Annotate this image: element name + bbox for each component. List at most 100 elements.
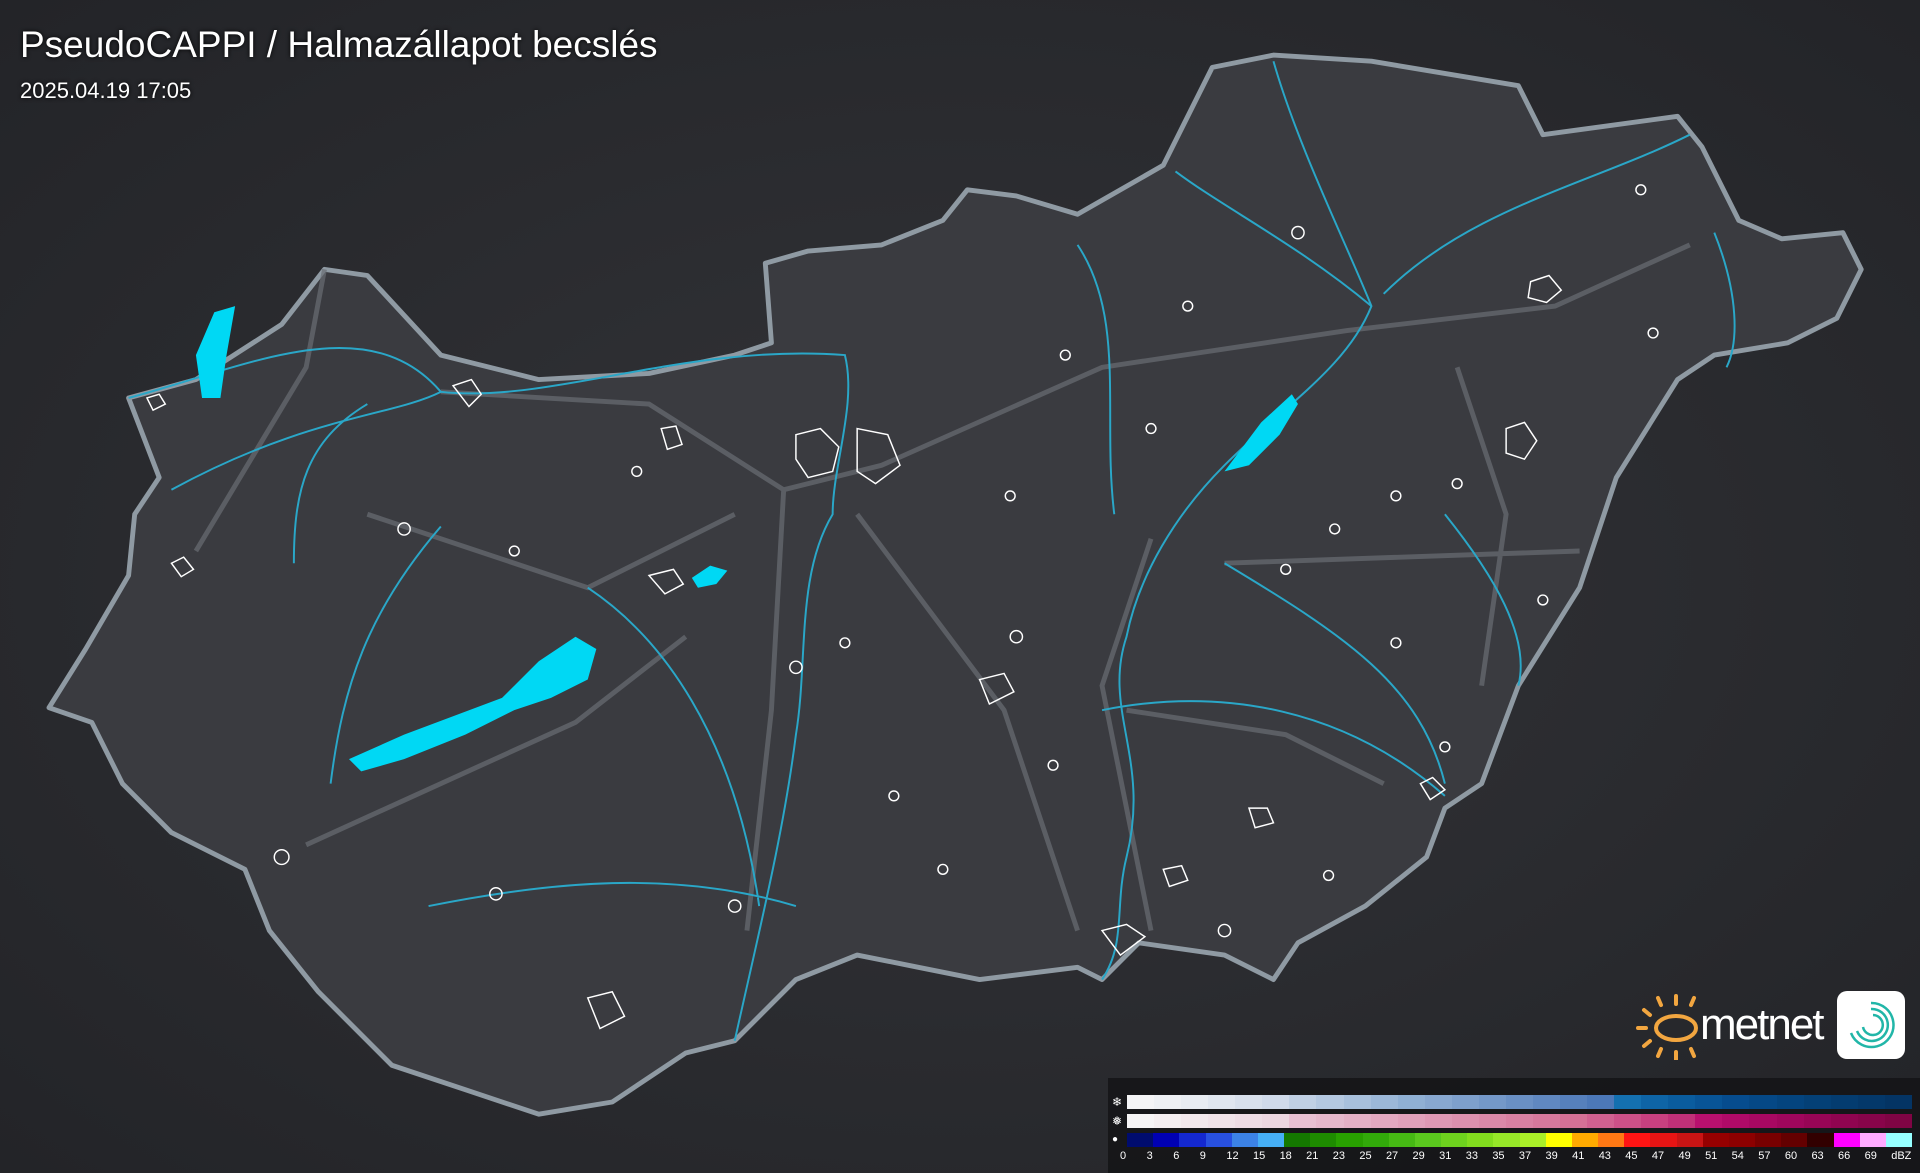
scale-swatch	[1668, 1114, 1696, 1128]
scale-swatch	[1310, 1133, 1337, 1147]
scale-swatch	[1641, 1095, 1669, 1109]
scale-swatch	[1532, 1095, 1560, 1109]
scale-swatch	[1587, 1095, 1615, 1109]
scale-swatch	[1807, 1133, 1834, 1147]
scale-swatch	[1316, 1114, 1344, 1128]
scale-swatch	[1154, 1095, 1182, 1109]
sleet-icon: ❅	[1112, 1114, 1123, 1128]
scale-swatch	[1560, 1095, 1588, 1109]
scale-tick: 3	[1146, 1150, 1153, 1162]
scale-swatch	[1127, 1095, 1155, 1109]
scale-tick: 54	[1731, 1150, 1744, 1162]
timestamp: 2025.04.19 17:05	[20, 78, 192, 103]
scale-tick: 60	[1784, 1150, 1798, 1162]
river-danube	[128, 347, 850, 1041]
scale-tick: 63	[1811, 1150, 1824, 1162]
scale-swatch	[1231, 1133, 1258, 1147]
scale-swatch	[1560, 1114, 1588, 1128]
scale-tick: 27	[1385, 1150, 1399, 1162]
scale-tick: dBZ	[1891, 1150, 1912, 1162]
scale-tick: 6	[1173, 1150, 1180, 1162]
scale-swatch	[1370, 1114, 1398, 1128]
metnet-logo: metnet	[1636, 990, 1905, 1060]
lake-balaton	[348, 636, 597, 772]
scale-tick: 15	[1252, 1150, 1266, 1162]
scale-swatch	[1884, 1114, 1912, 1128]
scale-swatch	[1722, 1095, 1750, 1109]
hungary-country	[46, 52, 1864, 1117]
river-tisza	[1101, 60, 1373, 981]
scale-swatch	[1803, 1095, 1831, 1109]
precip-contours	[145, 184, 1659, 1030]
scale-swatch	[1370, 1095, 1398, 1109]
scale-ticks: 0 3 6 9 12 15 18 21 23 25 27 29 31 33 35 37 39 41 43 45 47 49…	[1120, 1150, 1918, 1162]
scale-swatch	[1127, 1114, 1155, 1128]
scale-swatch	[1424, 1095, 1452, 1109]
scale-swatch	[1781, 1133, 1808, 1147]
scale-swatch	[1833, 1133, 1860, 1147]
scale-swatch	[1127, 1133, 1154, 1147]
scale-swatch	[1289, 1095, 1317, 1109]
scale-swatch	[1451, 1114, 1479, 1128]
scale-swatch	[1668, 1095, 1696, 1109]
snowflake-icon: ❄	[1112, 1095, 1123, 1109]
scale-tick: 29	[1412, 1150, 1425, 1162]
scale-swatch	[1614, 1114, 1642, 1128]
scale-swatch	[1262, 1114, 1290, 1128]
lake-velence	[691, 565, 728, 588]
scale-swatch	[1695, 1114, 1723, 1128]
scale-swatch	[1257, 1133, 1285, 1147]
raindrop-icon: ●	[1112, 1134, 1119, 1145]
scale-swatch	[1884, 1095, 1912, 1109]
scale-tick: 69	[1864, 1150, 1877, 1162]
scale-swatch	[1336, 1133, 1363, 1147]
scale-tick: 12	[1226, 1150, 1239, 1162]
scale-swatch	[1749, 1095, 1777, 1109]
scale-swatch	[1532, 1114, 1560, 1128]
scale-tick: 49	[1678, 1150, 1691, 1162]
scale-tick: 37	[1518, 1150, 1532, 1162]
scale-swatch	[1885, 1133, 1913, 1147]
scale-swatch	[1208, 1095, 1236, 1109]
rivers	[128, 60, 1736, 1041]
scale-swatch	[1614, 1095, 1642, 1109]
scale-swatch	[1755, 1133, 1782, 1147]
lake-neusiedl	[195, 306, 236, 398]
rain-scale	[1127, 1133, 1913, 1147]
scale-swatch	[1235, 1095, 1263, 1109]
scale-tick: 47	[1651, 1150, 1665, 1162]
scale-swatch	[1414, 1133, 1442, 1147]
scale-swatch	[1587, 1114, 1615, 1128]
sun-icon	[1636, 994, 1698, 1060]
scale-swatch	[1676, 1133, 1703, 1147]
lake-tisza	[1224, 394, 1298, 472]
scale-swatch	[1205, 1133, 1232, 1147]
small-cells	[273, 184, 1659, 938]
scale-swatch	[1262, 1095, 1290, 1109]
scale-swatch	[1284, 1133, 1311, 1147]
scale-swatch	[1545, 1133, 1572, 1147]
scale-swatch	[1702, 1133, 1729, 1147]
scale-tick: 23	[1332, 1150, 1345, 1162]
scale-swatch	[1776, 1095, 1804, 1109]
scale-tick: 9	[1199, 1150, 1206, 1162]
scale-swatch	[1722, 1114, 1750, 1128]
scale-tick: 31	[1439, 1150, 1452, 1162]
scale-tick: 25	[1359, 1150, 1372, 1162]
page-title: PseudoCAPPI / Halmazállapot becslés	[20, 24, 658, 65]
scale-tick: 0	[1120, 1150, 1127, 1162]
sleet-scale	[1127, 1114, 1912, 1128]
logo-text: metnet	[1700, 1000, 1825, 1049]
scale-swatch	[1505, 1114, 1533, 1128]
scale-swatch	[1641, 1114, 1669, 1128]
app-icon	[1836, 991, 1905, 1059]
scale-swatch	[1424, 1114, 1452, 1128]
scale-swatch	[1397, 1114, 1425, 1128]
scale-swatch	[1776, 1114, 1804, 1128]
scale-swatch	[1857, 1114, 1885, 1128]
scale-tick: 57	[1758, 1150, 1771, 1162]
scale-swatch	[1179, 1133, 1206, 1147]
scale-swatch	[1153, 1133, 1180, 1147]
scale-swatch	[1478, 1114, 1506, 1128]
